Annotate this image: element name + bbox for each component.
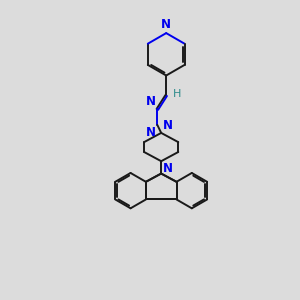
Text: N: N bbox=[163, 119, 173, 132]
Text: N: N bbox=[161, 18, 171, 31]
Text: H: H bbox=[173, 89, 181, 99]
Text: N: N bbox=[146, 126, 156, 139]
Text: N: N bbox=[163, 162, 173, 175]
Text: N: N bbox=[146, 95, 156, 108]
